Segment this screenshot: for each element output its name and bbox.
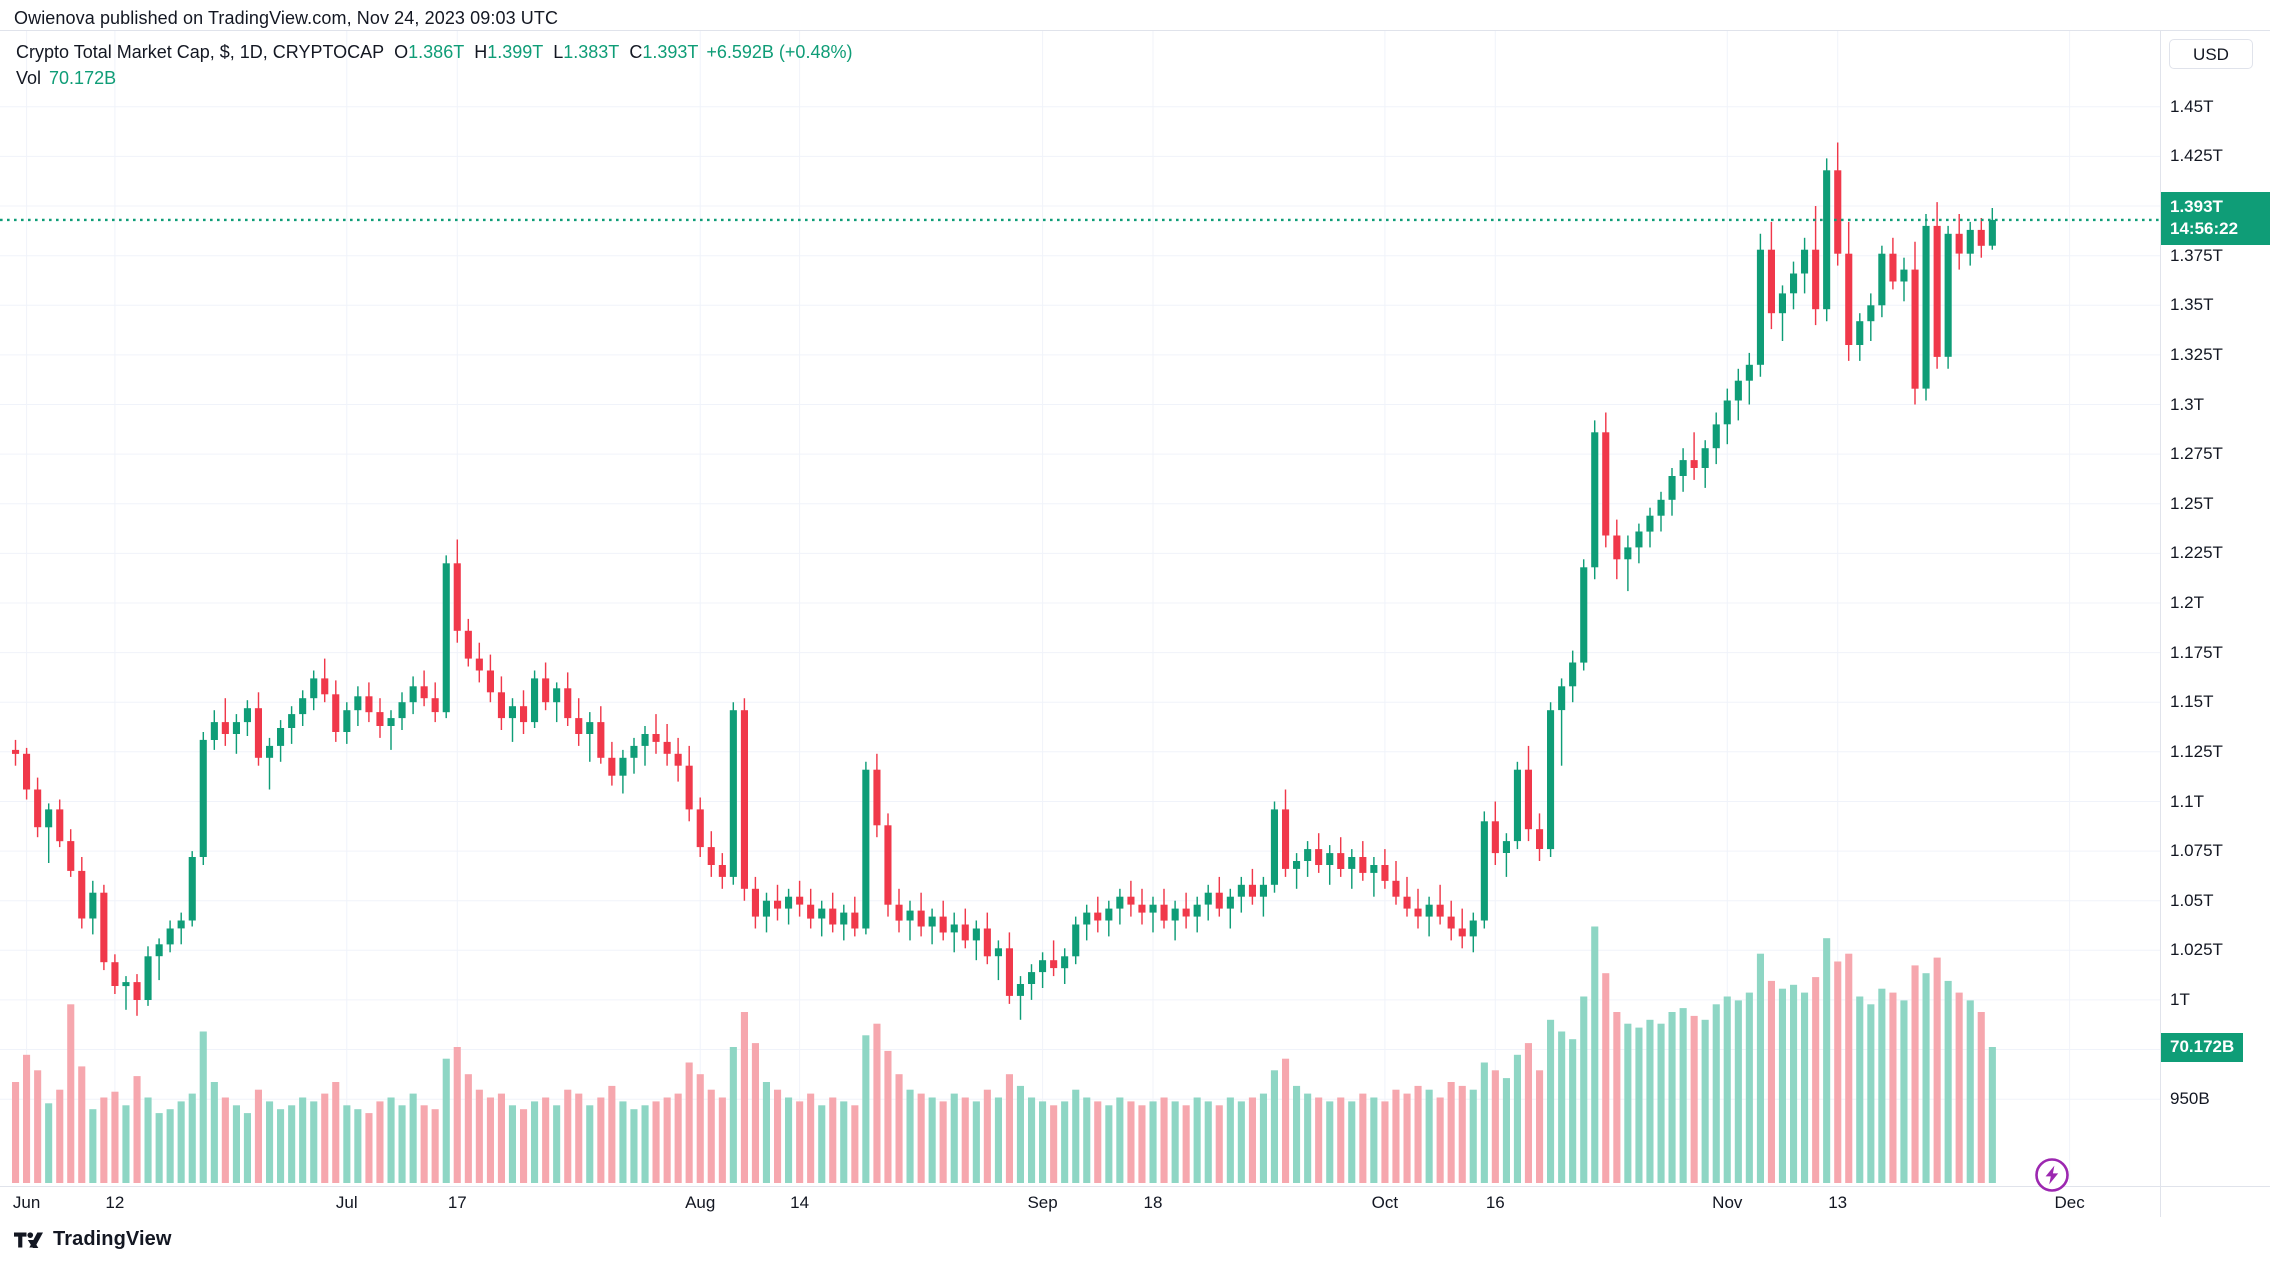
currency-badge[interactable]: USD (2169, 39, 2253, 69)
price-tick-label: 1.15T (2170, 692, 2214, 712)
chart-plot-area[interactable] (0, 31, 2160, 1186)
lightning-bolt-icon[interactable] (2033, 1156, 2071, 1194)
time-tick-label: Nov (1712, 1193, 1743, 1212)
price-tick-label: 1.3T (2170, 394, 2205, 414)
time-tick-label: Aug (685, 1193, 716, 1212)
time-tick-label: 17 (447, 1193, 467, 1212)
time-tick-label: Oct (1371, 1193, 1399, 1212)
time-tick-label: 16 (1485, 1193, 1505, 1212)
price-tick-label: 1.275T (2170, 444, 2223, 464)
time-tick-label: Jun (12, 1193, 41, 1212)
footer-branding: TradingView (14, 1228, 172, 1251)
price-tick-label: 1.2T (2170, 593, 2205, 612)
current-volume-tag: 70.172B (2161, 1033, 2244, 1062)
current-time-value: 14:56:22 (2170, 218, 2239, 238)
price-tick-label: 1.45T (2170, 96, 2214, 116)
price-tick-label: 1.1T (2170, 791, 2205, 811)
price-tick-label: 950B (2170, 1089, 2210, 1109)
time-tick-label: 12 (105, 1193, 125, 1212)
price-tick-label: 1.125T (2170, 741, 2223, 761)
footer-brand-name: TradingView (53, 1228, 172, 1250)
price-tick-label: 1.025T (2170, 940, 2223, 960)
price-tick-label: 1.225T (2170, 543, 2223, 563)
time-tick-label: Jul (335, 1193, 358, 1212)
price-tick-label: 1.35T (2170, 295, 2214, 315)
time-axis[interactable]: Jun 12 Jul 17 Aug 14 Sep 18 Oct 16 Nov 13 Dec (0, 1186, 2270, 1217)
current-price-value: 1.393T (2170, 196, 2223, 216)
time-tick-label: 14 (790, 1193, 810, 1212)
candlestick-chart-svg (0, 31, 2160, 1183)
price-tick-label: 1.05T (2170, 890, 2214, 910)
time-tick-label: Dec (2054, 1193, 2085, 1212)
price-tick-label: 1.375T (2170, 245, 2223, 265)
time-tick-label: Sep (1027, 1193, 1058, 1212)
chart-frame: Crypto Total Market Cap, $, 1D, CRYPTOCA… (0, 30, 2270, 1217)
price-tick-label: 1.425T (2170, 146, 2223, 166)
time-tick-label: 18 (1143, 1193, 1163, 1212)
price-tick-label: 1T (2170, 989, 2190, 1009)
axis-corner (2160, 1187, 2270, 1217)
price-axis[interactable]: USD 1.45T1.425T1.4T1.375T1.35T1.325T1.3T… (2160, 31, 2270, 1186)
price-tick-label: 1.075T (2170, 841, 2223, 861)
time-tick-label: 13 (1828, 1193, 1848, 1212)
publication-attribution: Owienova published on TradingView.com, N… (14, 8, 559, 28)
tradingview-logo-icon (14, 1231, 43, 1248)
price-tick-label: 1.325T (2170, 344, 2223, 364)
current-price-tag: 1.393T 14:56:22 (2161, 191, 2270, 245)
price-tick-label: 1.175T (2170, 642, 2223, 662)
price-tick-label: 1.25T (2170, 493, 2214, 513)
